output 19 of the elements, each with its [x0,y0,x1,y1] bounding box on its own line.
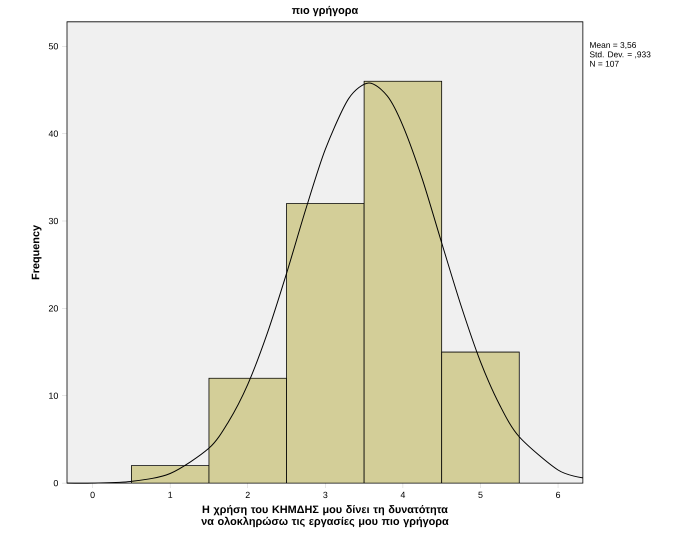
x-tick-label: 3 [323,492,328,498]
y-tick-label: 40 [48,130,58,138]
y-tick-label: 0 [54,480,58,487]
y-tick-label: 30 [48,218,58,224]
x-tick-label: 2 [246,492,250,498]
text: Mean = 3,56 [590,42,636,50]
x-axis-title: Η χρήση του ΚΗΜΔΗΣ μου δίνει τη δυνατότητα να ολοκληρώσω τις εργασίες μου πιο γρήγορα [201,505,449,528]
y-axis-title: Frequency [32,225,42,280]
text: Std. Dev. = ,933 [590,51,650,59]
x-tick-label: 1 [168,492,172,498]
x-tick-label: 6 [556,492,560,498]
y-tick-label: 50 [48,43,58,50]
x-tick-label: 5 [478,492,483,498]
x-tick-label: 0 [90,492,95,498]
text: N = 107 [590,61,619,68]
y-tick-label: 20 [48,305,58,312]
x-tick-label: 4 [400,492,406,498]
y-tick-label: 10 [49,392,58,400]
chart-title: πιο γρήγορα [292,6,358,16]
